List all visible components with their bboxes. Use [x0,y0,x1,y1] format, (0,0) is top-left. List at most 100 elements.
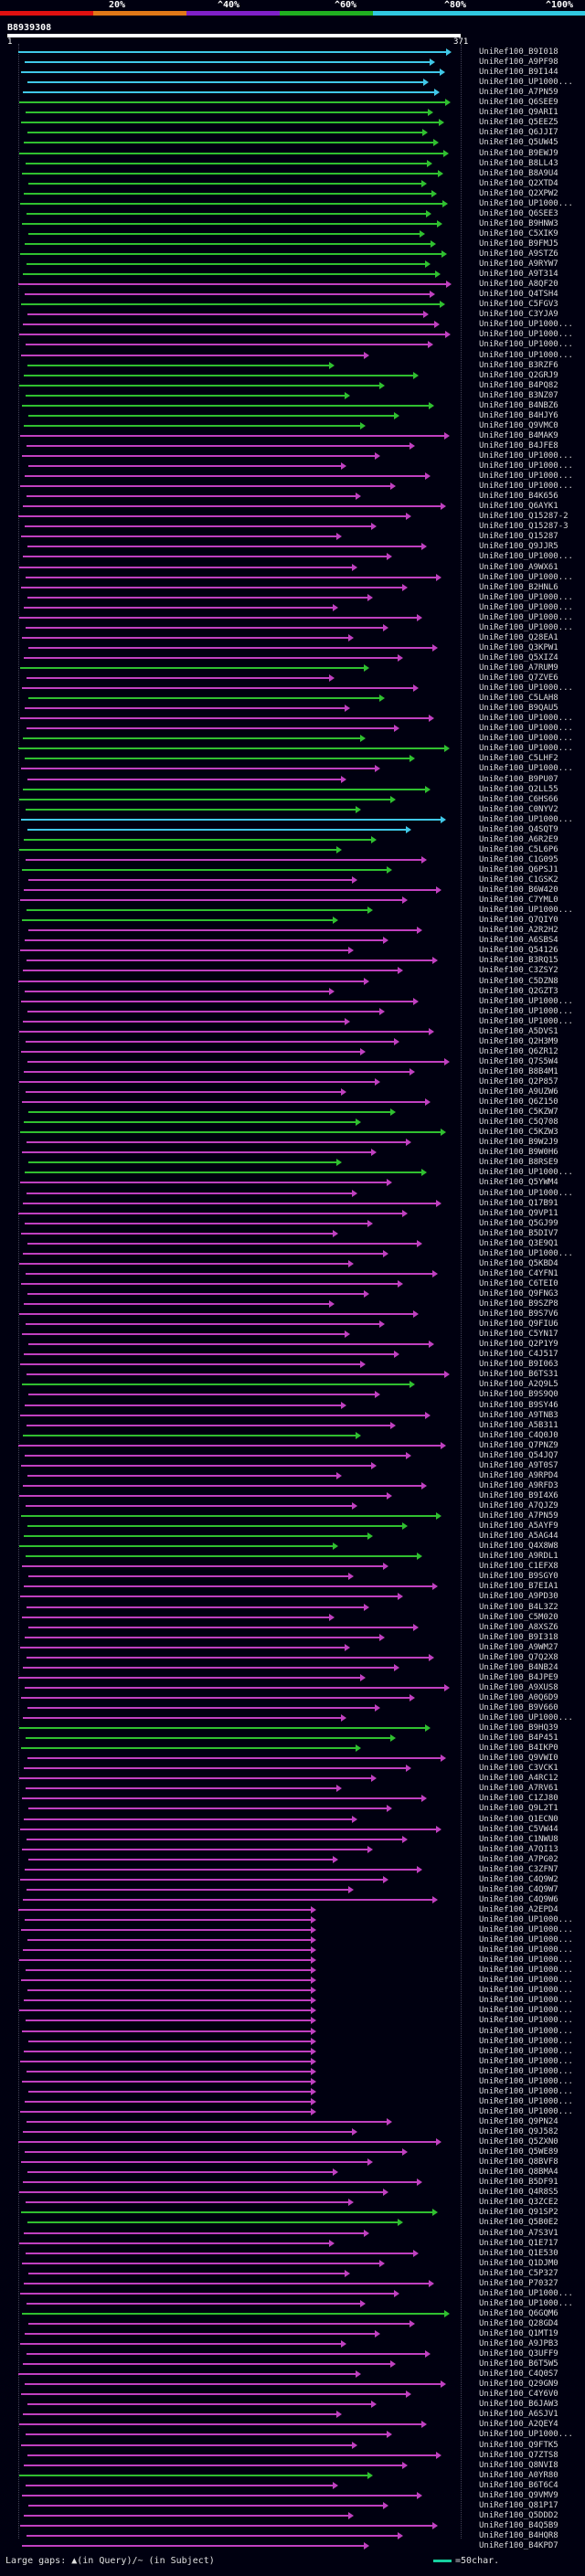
hit-row[interactable]: UniRef100_B4HJY6 [0,411,585,420]
hit-row[interactable]: UniRef100_Q4SQT9 [0,825,585,834]
hit-row[interactable]: UniRef100_Q6SEE3 [0,209,585,218]
hit-accession-link[interactable]: UniRef100_Q9L2T1 [479,1804,558,1814]
hit-accession-link[interactable]: UniRef100_A5AYF9 [479,1521,558,1532]
hit-row[interactable]: UniRef100_B4NBZ6 [0,401,585,410]
hit-accession-link[interactable]: UniRef100_C3ZSY2 [479,966,558,976]
hit-row[interactable]: UniRef100_A9PD30 [0,1592,585,1601]
hit-accession-link[interactable]: UniRef100_C5YN17 [479,1330,558,1340]
hit-accession-link[interactable]: UniRef100_Q9VMV9 [479,2490,558,2500]
hit-accession-link[interactable]: UniRef100_UP1000... [479,1713,573,1723]
hit-accession-link[interactable]: UniRef100_Q9JJR5 [479,542,558,552]
hit-accession-link[interactable]: UniRef100_Q6SEE3 [479,208,558,218]
hit-accession-link[interactable]: UniRef100_Q29GN9 [479,2380,558,2390]
hit-row[interactable]: UniRef100_A8XSZ6 [0,1623,585,1632]
hit-accession-link[interactable]: UniRef100_Q9VWI0 [479,1754,558,1764]
hit-accession-link[interactable]: UniRef100_Q5WE89 [479,2147,558,2157]
hit-accession-link[interactable]: UniRef100_B9PU07 [479,774,558,784]
hit-row[interactable]: UniRef100_C1NWU8 [0,1835,585,1844]
hit-accession-link[interactable]: UniRef100_Q3ZCE2 [479,2198,558,2208]
hit-row[interactable]: UniRef100_UP1000... [0,734,585,743]
hit-row[interactable]: UniRef100_UP1000... [0,2016,585,2025]
hit-row[interactable]: UniRef100_A2QEY4 [0,2420,585,2429]
hit-row[interactable]: UniRef100_B9HNW3 [0,219,585,228]
hit-row[interactable]: UniRef100_C3ZFN7 [0,1865,585,1874]
hit-row[interactable]: UniRef100_C5KZW7 [0,1108,585,1117]
hit-row[interactable]: UniRef100_UP1000... [0,724,585,733]
hit-row[interactable]: UniRef100_Q5WE89 [0,2147,585,2157]
hit-accession-link[interactable]: UniRef100_Q5B0E2 [479,2218,558,2228]
hit-row[interactable]: UniRef100_Q3KPW1 [0,643,585,652]
hit-accession-link[interactable]: UniRef100_UP1000... [479,1168,573,1178]
hit-accession-link[interactable]: UniRef100_Q2P1Y9 [479,1340,558,1350]
hit-accession-link[interactable]: UniRef100_A9TNB3 [479,1410,558,1420]
hit-row[interactable]: UniRef100_A7RV61 [0,1784,585,1793]
hit-accession-link[interactable]: UniRef100_Q5GJ99 [479,1218,558,1228]
hit-row[interactable]: UniRef100_A7PG02 [0,1855,585,1864]
hit-row[interactable]: UniRef100_B6W420 [0,885,585,895]
hit-accession-link[interactable]: UniRef100_B4JPE9 [479,1672,558,1682]
hit-row[interactable]: UniRef100_B9I318 [0,1633,585,1642]
hit-row[interactable]: UniRef100_B4Q5B9 [0,2521,585,2530]
hit-accession-link[interactable]: UniRef100_B9SZP8 [479,1299,558,1309]
hit-accession-link[interactable]: UniRef100_C3YJA9 [479,310,558,320]
hit-row[interactable]: UniRef100_UP1000... [0,2299,585,2308]
hit-accession-link[interactable]: UniRef100_A9PD30 [479,1592,558,1602]
hit-row[interactable]: UniRef100_C4Q9W7 [0,1885,585,1894]
hit-row[interactable]: UniRef100_B9SGY0 [0,1572,585,1581]
hit-row[interactable]: UniRef100_Q6Z150 [0,1097,585,1107]
hit-row[interactable]: UniRef100_Q8BVF8 [0,2157,585,2167]
hit-accession-link[interactable]: UniRef100_B3RQ15 [479,956,558,966]
hit-accession-link[interactable]: UniRef100_UP1000... [479,724,573,734]
hit-accession-link[interactable]: UniRef100_B3NZ07 [479,390,558,400]
hit-accession-link[interactable]: UniRef100_Q2GZT3 [479,986,558,996]
hit-row[interactable]: UniRef100_B6T6C4 [0,2481,585,2490]
hit-row[interactable]: UniRef100_UP1000... [0,461,585,471]
hit-row[interactable]: UniRef100_C5DZN8 [0,977,585,986]
hit-accession-link[interactable]: UniRef100_B9I4X6 [479,1490,558,1500]
hit-row[interactable]: UniRef100_UP1000... [0,2027,585,2036]
hit-accession-link[interactable]: UniRef100_B9V660 [479,1702,558,1712]
hit-accession-link[interactable]: UniRef100_Q2GRJ9 [479,370,558,380]
hit-row[interactable]: UniRef100_Q7PNZ9 [0,1441,585,1450]
hit-row[interactable]: UniRef100_UP1000... [0,2107,585,2116]
hit-row[interactable]: UniRef100_Q5B0E2 [0,2218,585,2227]
hit-row[interactable]: UniRef100_UP1000... [0,613,585,622]
hit-accession-link[interactable]: UniRef100_A9RFD3 [479,1480,558,1490]
hit-accession-link[interactable]: UniRef100_Q9VP11 [479,1208,558,1218]
hit-accession-link[interactable]: UniRef100_Q4TSH4 [479,290,558,300]
hit-accession-link[interactable]: UniRef100_B8LL43 [479,158,558,168]
hit-accession-link[interactable]: UniRef100_C1GSK2 [479,875,558,885]
hit-row[interactable]: UniRef100_Q4TSH4 [0,290,585,299]
hit-row[interactable]: UniRef100_UP1000... [0,573,585,582]
hit-accession-link[interactable]: UniRef100_UP1000... [479,198,573,208]
hit-accession-link[interactable]: UniRef100_UP1000... [479,1915,573,1924]
hit-accession-link[interactable]: UniRef100_Q5YWM4 [479,1178,558,1188]
hit-row[interactable]: UniRef100_UP1000... [0,764,585,773]
hit-accession-link[interactable]: UniRef100_B9W0H6 [479,1148,558,1158]
hit-row[interactable]: UniRef100_UP1000... [0,906,585,915]
hit-row[interactable]: UniRef100_A2EPD4 [0,1905,585,1914]
hit-accession-link[interactable]: UniRef100_Q2H3M9 [479,1036,558,1046]
hit-row[interactable]: UniRef100_C0NYV2 [0,805,585,814]
hit-accession-link[interactable]: UniRef100_B5DIV7 [479,1228,558,1238]
hit-row[interactable]: UniRef100_B9W0H6 [0,1148,585,1157]
hit-row[interactable]: UniRef100_UP1000... [0,2047,585,2056]
hit-row[interactable]: UniRef100_B9FMJ5 [0,239,585,249]
hit-accession-link[interactable]: UniRef100_UP1000... [479,2056,573,2066]
hit-accession-link[interactable]: UniRef100_C5XIK9 [479,228,558,239]
hit-row[interactable]: UniRef100_C4J517 [0,1350,585,1359]
hit-accession-link[interactable]: UniRef100_C4Q0S7 [479,2369,558,2380]
hit-accession-link[interactable]: UniRef100_B9SGY0 [479,1572,558,1582]
hit-accession-link[interactable]: UniRef100_C7YML0 [479,896,558,906]
hit-row[interactable]: UniRef100_B4NB24 [0,1663,585,1672]
hit-row[interactable]: UniRef100_B4KPD7 [0,2541,585,2550]
hit-row[interactable]: UniRef100_C1EFX8 [0,1562,585,1571]
hit-row[interactable]: UniRef100_UP1000... [0,351,585,360]
hit-row[interactable]: UniRef100_Q5GJ99 [0,1219,585,1228]
hit-accession-link[interactable]: UniRef100_UP1000... [479,612,573,622]
hit-accession-link[interactable]: UniRef100_Q15287-3 [479,522,569,532]
hit-row[interactable]: UniRef100_UP1000... [0,1168,585,1177]
hit-accession-link[interactable]: UniRef100_UP1000... [479,2066,573,2076]
hit-row[interactable]: UniRef100_UP1000... [0,1976,585,1985]
hit-accession-link[interactable]: UniRef100_Q91SP2 [479,2208,558,2218]
